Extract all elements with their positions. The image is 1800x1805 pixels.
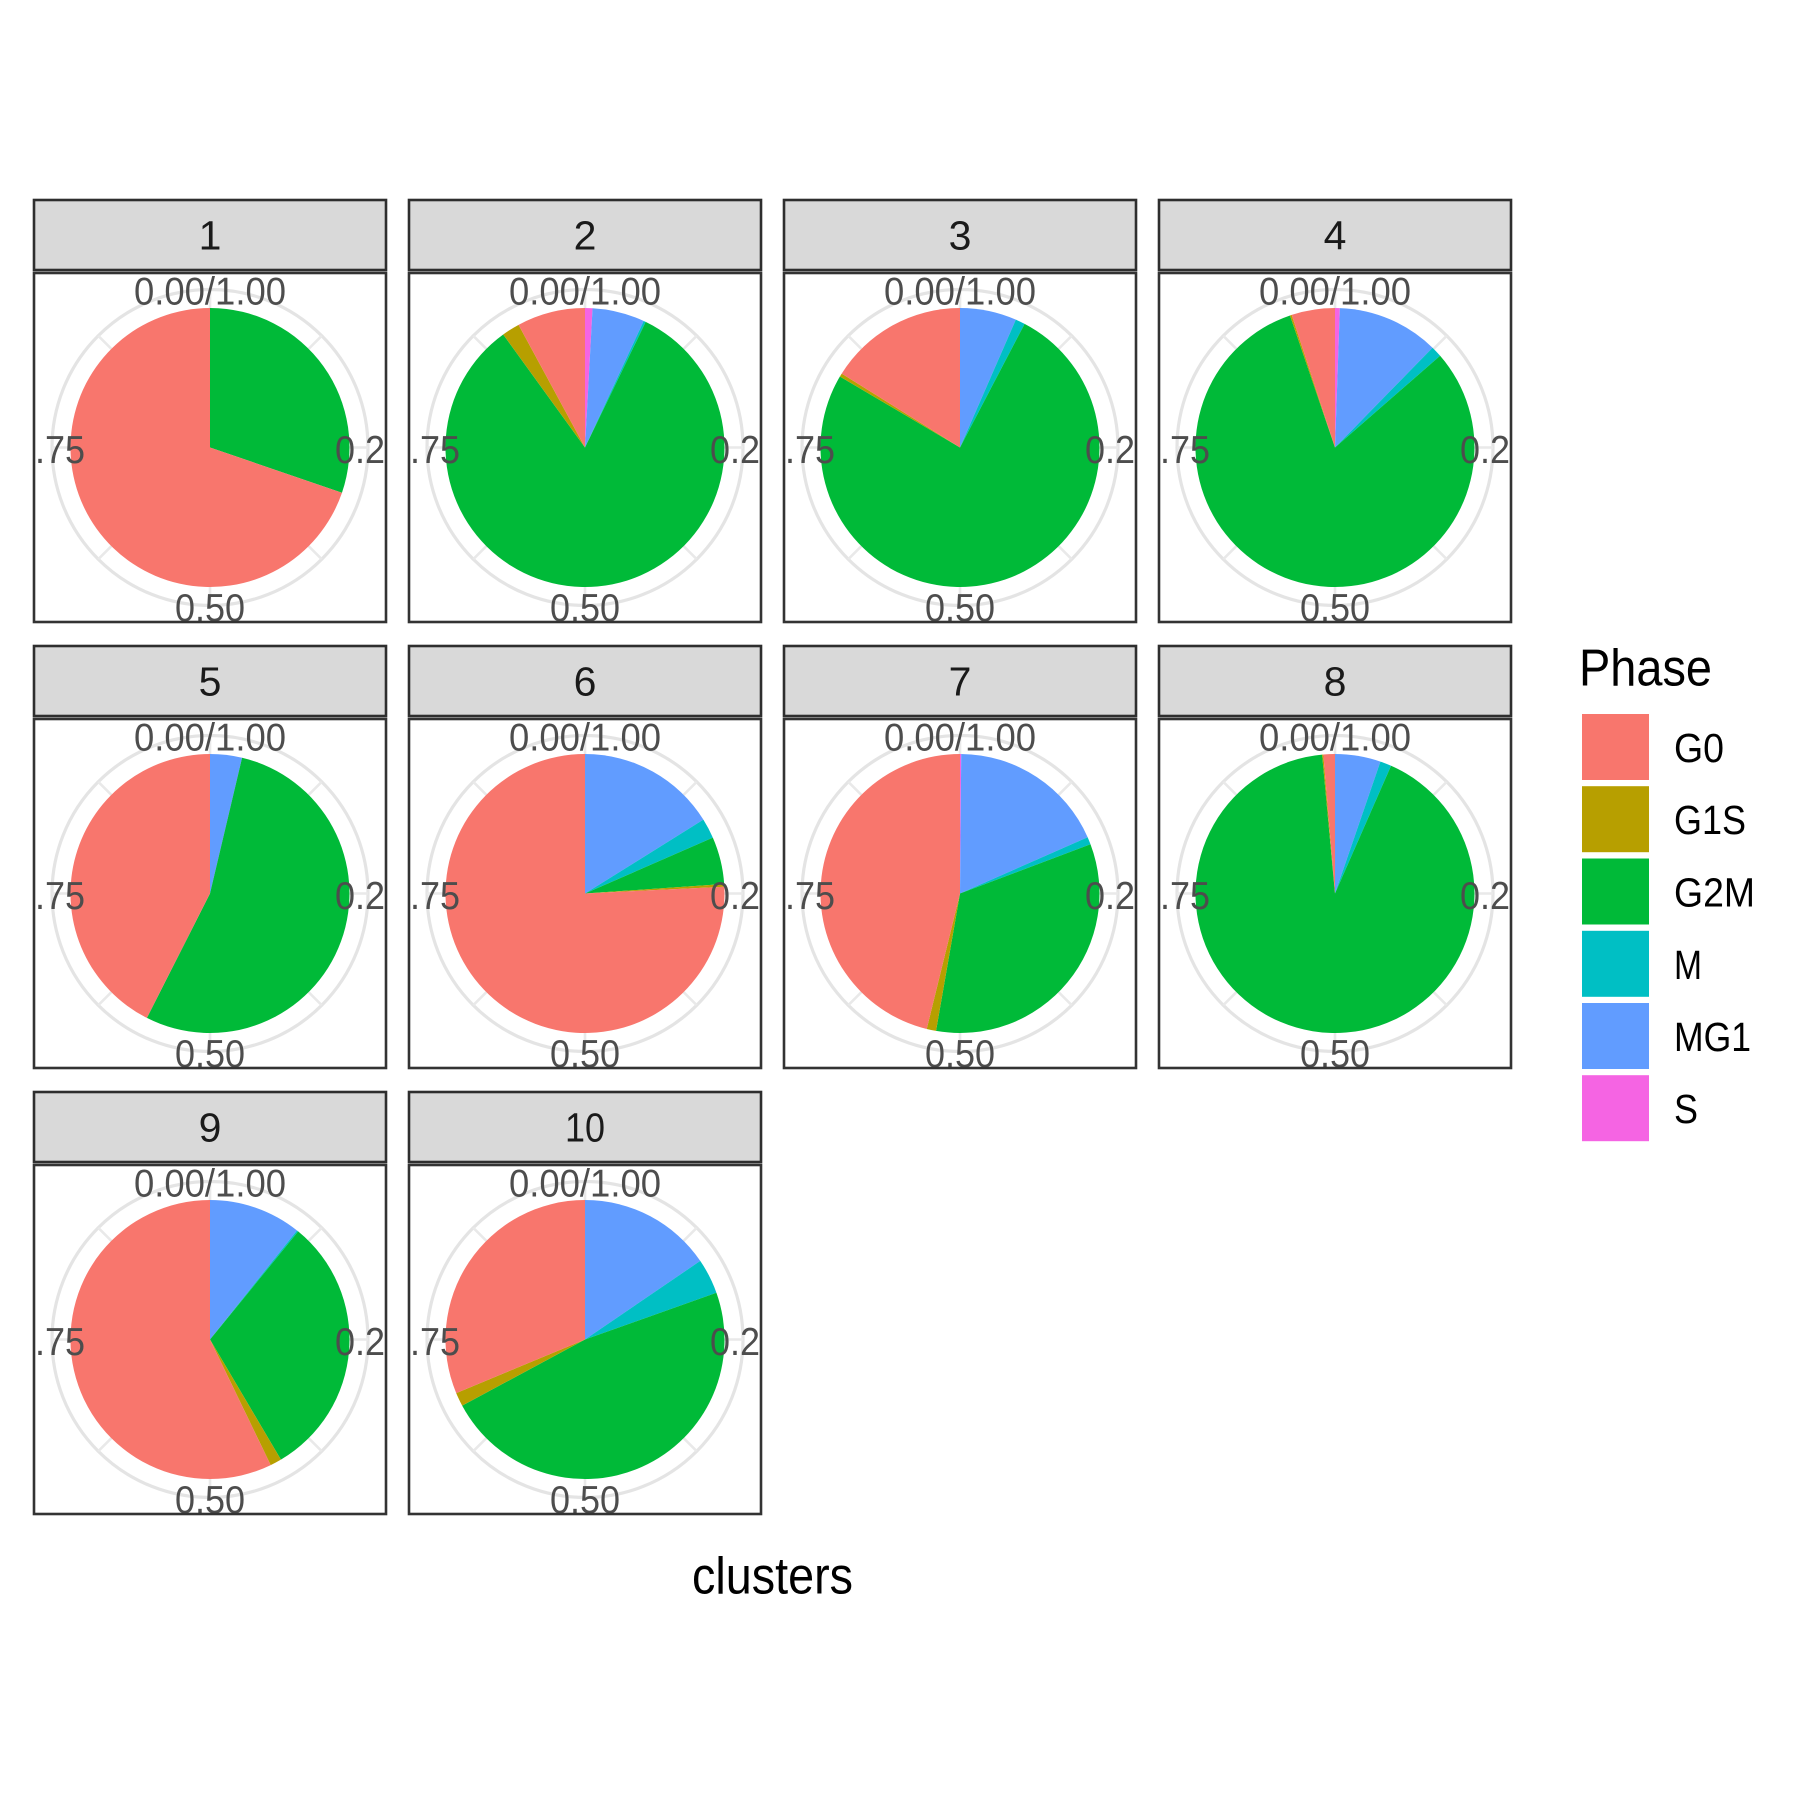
svg-text:0.50: 0.50 [1300,1033,1370,1076]
svg-text:0.50: 0.50 [1300,587,1370,630]
svg-text:0.75: 0.75 [390,429,460,472]
svg-text:MG1: MG1 [1674,1014,1751,1060]
svg-text:7: 7 [949,659,972,705]
svg-text:0.50: 0.50 [550,587,620,630]
svg-text:2: 2 [574,213,597,259]
svg-text:4: 4 [1324,213,1347,259]
svg-text:0.00/1.00: 0.00/1.00 [509,271,661,314]
svg-text:0.25: 0.25 [335,429,405,472]
svg-text:0.25: 0.25 [710,875,780,918]
svg-text:0.00/1.00: 0.00/1.00 [134,717,286,760]
svg-text:0.75: 0.75 [390,1321,460,1364]
svg-text:0.50: 0.50 [175,1033,245,1076]
svg-text:0.50: 0.50 [550,1479,620,1522]
svg-text:0.25: 0.25 [1085,429,1155,472]
svg-text:0.50: 0.50 [175,587,245,630]
svg-text:S: S [1674,1086,1698,1132]
svg-text:6: 6 [574,659,597,705]
svg-text:clusters: clusters [692,1548,853,1606]
svg-text:1: 1 [199,213,222,259]
svg-text:0.25: 0.25 [335,875,405,918]
svg-text:G0: G0 [1674,725,1724,771]
svg-text:M: M [1674,942,1702,988]
svg-text:10: 10 [565,1105,605,1151]
svg-text:9: 9 [199,1105,222,1151]
svg-text:0.25: 0.25 [1085,875,1155,918]
svg-text:0.75: 0.75 [1140,875,1210,918]
svg-text:0.50: 0.50 [175,1479,245,1522]
svg-text:5: 5 [199,659,222,705]
svg-text:0.25: 0.25 [710,1321,780,1364]
svg-text:0.75: 0.75 [15,429,85,472]
svg-text:0.00/1.00: 0.00/1.00 [509,717,661,760]
svg-text:Phase: Phase [1579,640,1712,698]
svg-text:0.00/1.00: 0.00/1.00 [134,271,286,314]
svg-text:0.00/1.00: 0.00/1.00 [1259,717,1411,760]
svg-text:0.00/1.00: 0.00/1.00 [1259,271,1411,314]
svg-text:0.75: 0.75 [1140,429,1210,472]
svg-text:0.25: 0.25 [1460,875,1530,918]
svg-text:0.50: 0.50 [925,587,995,630]
svg-text:0.25: 0.25 [1460,429,1530,472]
svg-text:0.75: 0.75 [15,875,85,918]
svg-text:3: 3 [949,213,972,259]
svg-text:0.75: 0.75 [390,875,460,918]
svg-text:0.00/1.00: 0.00/1.00 [509,1163,661,1206]
svg-text:G2M: G2M [1674,870,1755,916]
svg-text:0.25: 0.25 [710,429,780,472]
svg-text:0.25: 0.25 [335,1321,405,1364]
svg-text:0.00/1.00: 0.00/1.00 [134,1163,286,1206]
svg-text:0.00/1.00: 0.00/1.00 [884,271,1036,314]
svg-text:0.50: 0.50 [925,1033,995,1076]
svg-text:8: 8 [1324,659,1347,705]
svg-text:0.75: 0.75 [765,875,835,918]
svg-text:0.50: 0.50 [550,1033,620,1076]
svg-text:0.00/1.00: 0.00/1.00 [884,717,1036,760]
svg-text:G1S: G1S [1674,797,1746,843]
svg-text:0.75: 0.75 [765,429,835,472]
svg-text:0.75: 0.75 [15,1321,85,1364]
